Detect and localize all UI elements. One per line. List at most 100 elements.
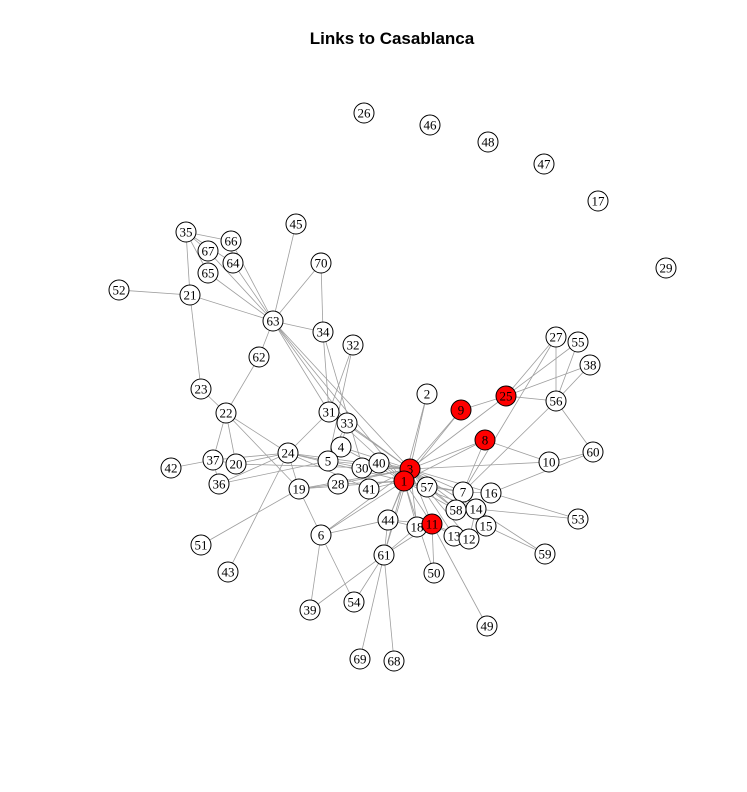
node-circle <box>248 346 270 368</box>
node-circle <box>220 230 242 252</box>
node-label: 56 <box>550 394 564 409</box>
edge-25-3 <box>409 395 507 470</box>
node-circle <box>358 478 380 500</box>
node-circle <box>393 470 415 492</box>
node-label: 17 <box>592 194 606 209</box>
node-label: 64 <box>227 256 241 271</box>
node-64: 64 <box>222 252 244 274</box>
edge-36-5 <box>218 460 329 485</box>
edge-21-63 <box>189 294 274 322</box>
node-circle <box>310 252 332 274</box>
node-label: 7 <box>460 485 467 500</box>
edge-15-59 <box>485 525 546 555</box>
node-circle <box>567 331 589 353</box>
node-label: 47 <box>538 157 552 172</box>
node-circle <box>377 509 399 531</box>
edge-56-60 <box>555 400 594 453</box>
node-41: 41 <box>358 478 380 500</box>
node-circle <box>208 473 230 495</box>
node-circle <box>421 513 443 535</box>
node-label: 55 <box>572 335 585 350</box>
node-label: 69 <box>354 652 367 667</box>
node-circle <box>538 451 560 473</box>
edge-9-3 <box>409 409 462 470</box>
node-23: 23 <box>190 378 212 400</box>
node-circle <box>225 453 247 475</box>
node-circle <box>342 334 364 356</box>
node-label: 2 <box>424 387 431 402</box>
node-label: 26 <box>358 106 372 121</box>
node-label: 59 <box>539 547 552 562</box>
edge-66-63 <box>230 240 274 322</box>
node-label: 10 <box>543 455 556 470</box>
node-44: 44 <box>377 509 399 531</box>
node-label: 39 <box>304 603 317 618</box>
node-circle <box>285 213 307 235</box>
node-label: 60 <box>587 445 600 460</box>
node-circle <box>175 221 197 243</box>
node-9: 9 <box>450 399 472 421</box>
node-circle <box>310 524 332 546</box>
node-5: 5 <box>317 450 339 472</box>
node-label: 24 <box>282 446 296 461</box>
node-circle <box>480 482 502 504</box>
node-label: 70 <box>315 256 328 271</box>
node-circle <box>533 153 555 175</box>
edge-35-21 <box>185 231 191 296</box>
edge-2-3 <box>409 393 428 470</box>
edge-25-27 <box>505 336 557 397</box>
node-27: 27 <box>545 326 567 348</box>
node-label: 6 <box>318 528 325 543</box>
node-circle <box>336 412 358 434</box>
node-30: 30 <box>351 457 373 479</box>
node-circle <box>475 515 497 537</box>
node-circle <box>343 591 365 613</box>
node-label: 23 <box>195 382 208 397</box>
node-1: 1 <box>393 470 415 492</box>
node-15: 15 <box>475 515 497 537</box>
node-label: 42 <box>165 461 178 476</box>
node-label: 43 <box>222 565 235 580</box>
node-label: 20 <box>230 457 243 472</box>
node-circle <box>330 436 352 458</box>
edge-56-7 <box>462 400 557 493</box>
node-label: 18 <box>411 520 424 535</box>
node-label: 34 <box>317 325 331 340</box>
node-label: 58 <box>450 503 463 518</box>
node-28: 28 <box>327 473 349 495</box>
node-40: 40 <box>368 452 390 474</box>
node-59: 59 <box>534 543 556 565</box>
edge-8-3 <box>409 439 486 470</box>
node-52: 52 <box>108 279 130 301</box>
edge-10-3 <box>409 461 550 470</box>
edge-3-13 <box>409 468 455 537</box>
node-circle <box>179 284 201 306</box>
node-label: 53 <box>572 512 585 527</box>
node-8: 8 <box>474 429 496 451</box>
node-circle <box>190 378 212 400</box>
node-label: 30 <box>356 461 369 476</box>
edge-37-24 <box>212 452 289 461</box>
node-68: 68 <box>383 650 405 672</box>
node-circle <box>160 457 182 479</box>
node-38: 38 <box>579 354 601 376</box>
edge-11-49 <box>431 523 488 627</box>
edge-3-16 <box>409 468 492 494</box>
node-circle <box>545 390 567 412</box>
edge-70-34 <box>320 262 324 333</box>
node-label: 51 <box>195 538 208 553</box>
node-circle <box>416 383 438 405</box>
node-4: 4 <box>330 436 352 458</box>
node-circle <box>197 262 219 284</box>
node-39: 39 <box>299 599 321 621</box>
node-label: 38 <box>584 358 597 373</box>
node-circle <box>423 562 445 584</box>
node-32: 32 <box>342 334 364 356</box>
edge-22-24 <box>225 412 289 454</box>
node-circle <box>545 326 567 348</box>
node-label: 49 <box>481 619 494 634</box>
node-label: 28 <box>332 477 345 492</box>
node-label: 54 <box>348 595 362 610</box>
